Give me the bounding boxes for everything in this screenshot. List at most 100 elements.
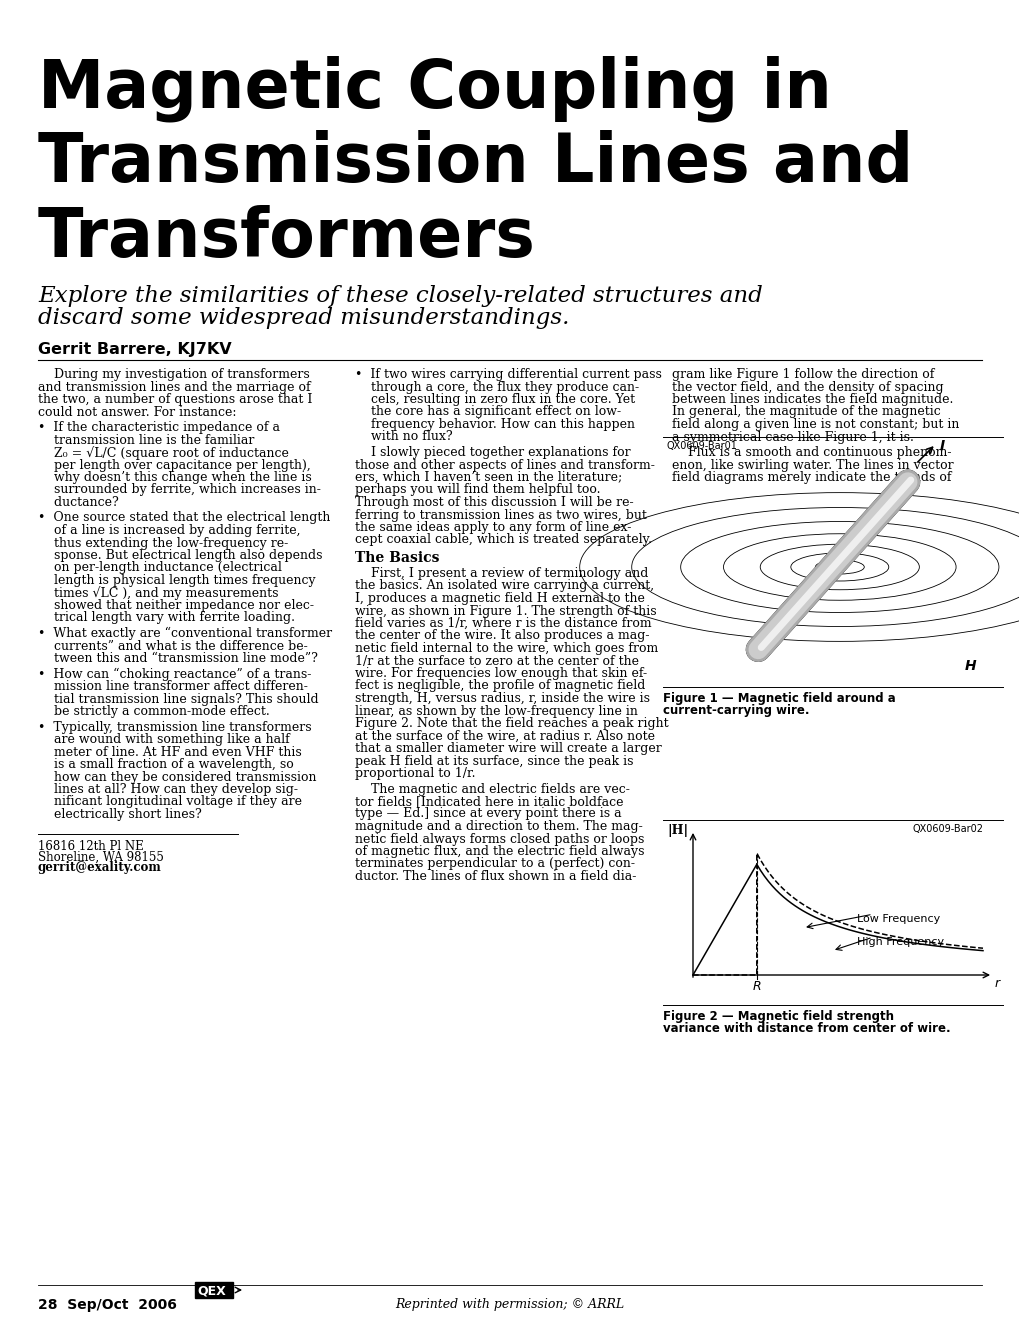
Text: sponse. But electrical length also depends: sponse. But electrical length also depen…	[38, 549, 322, 562]
Text: discard some widespread misunderstandings.: discard some widespread misunderstanding…	[38, 307, 569, 329]
Text: terminates perpendicular to a (perfect) con-: terminates perpendicular to a (perfect) …	[355, 857, 635, 870]
Text: wire, as shown in Figure 1. The strength of this: wire, as shown in Figure 1. The strength…	[355, 604, 656, 617]
Text: field diagrams merely indicate the trends of: field diagrams merely indicate the trend…	[672, 471, 951, 483]
Text: Low Frequency: Low Frequency	[857, 915, 940, 924]
Text: frequency behavior. How can this happen: frequency behavior. How can this happen	[355, 418, 635, 431]
Text: field along a given line is not constant; but in: field along a given line is not constant…	[672, 418, 959, 431]
Text: at the surface of the wire, at radius r. Also note: at the surface of the wire, at radius r.…	[355, 730, 654, 743]
Text: ductor. The lines of flux shown in a field dia-: ductor. The lines of flux shown in a fie…	[355, 870, 636, 882]
Text: QEX: QEX	[197, 1285, 225, 1297]
Text: times √LC ), and my measurements: times √LC ), and my measurements	[38, 586, 278, 600]
Text: meter of line. At HF and even VHF this: meter of line. At HF and even VHF this	[38, 746, 302, 758]
Text: strength, H, versus radius, r, inside the wire is: strength, H, versus radius, r, inside th…	[355, 692, 649, 706]
Text: between lines indicates the field magnitude.: between lines indicates the field magnit…	[672, 394, 953, 406]
Text: r: r	[994, 977, 1000, 990]
Bar	[195, 1281, 232, 1297]
Text: nificant longitudinal voltage if they are: nificant longitudinal voltage if they ar…	[38, 795, 302, 809]
Text: through a core, the flux they produce can-: through a core, the flux they produce ca…	[355, 380, 639, 394]
Text: trical length vary with ferrite loading.: trical length vary with ferrite loading.	[38, 612, 294, 624]
Text: The Basics: The Basics	[355, 552, 439, 565]
Text: why doesn’t this change when the line is: why doesn’t this change when the line is	[38, 471, 312, 483]
Text: those and other aspects of lines and transform-: those and other aspects of lines and tra…	[355, 458, 654, 471]
Text: 1/r at the surface to zero at the center of the: 1/r at the surface to zero at the center…	[355, 655, 638, 668]
Text: Transmission Lines and: Transmission Lines and	[38, 130, 912, 195]
Text: Figure 2 — Magnetic field strength: Figure 2 — Magnetic field strength	[662, 1010, 893, 1023]
Text: 16816 12th Pl NE: 16816 12th Pl NE	[38, 840, 144, 853]
Text: gram like Figure 1 follow the direction of: gram like Figure 1 follow the direction …	[672, 368, 933, 382]
Text: the same ideas apply to any form of line ex-: the same ideas apply to any form of line…	[355, 521, 631, 534]
Text: netic field always forms closed paths or loops: netic field always forms closed paths or…	[355, 833, 644, 845]
Text: fect is negligible, the profile of magnetic field: fect is negligible, the profile of magne…	[355, 679, 645, 692]
Text: how can they be considered transmission: how can they be considered transmission	[38, 770, 316, 783]
Text: •  What exactly are “conventional transformer: • What exactly are “conventional transfo…	[38, 627, 332, 640]
Text: the two, a number of questions arose that I: the two, a number of questions arose tha…	[38, 394, 312, 406]
Text: ferring to transmission lines as two wires, but: ferring to transmission lines as two wir…	[355, 509, 646, 521]
Text: H: H	[964, 659, 975, 674]
Text: on per-length inductance (electrical: on per-length inductance (electrical	[38, 561, 281, 574]
Text: enon, like swirling water. The lines in vector: enon, like swirling water. The lines in …	[672, 458, 953, 471]
Text: gerrit@exality.com: gerrit@exality.com	[38, 861, 162, 874]
Text: The magnetic and electric fields are vec-: The magnetic and electric fields are vec…	[355, 782, 630, 795]
Text: Figure 1 — Magnetic field around a: Figure 1 — Magnetic field around a	[662, 692, 895, 706]
Text: variance with distance from center of wire.: variance with distance from center of wi…	[662, 1022, 950, 1035]
Text: I: I	[938, 439, 944, 453]
Text: the basics. An isolated wire carrying a current,: the basics. An isolated wire carrying a …	[355, 580, 653, 592]
Text: Figure 2. Note that the field reaches a peak right: Figure 2. Note that the field reaches a …	[355, 716, 668, 730]
Text: tor fields [Indicated here in italic boldface: tor fields [Indicated here in italic bol…	[355, 795, 623, 807]
Text: showed that neither impedance nor elec-: showed that neither impedance nor elec-	[38, 599, 314, 612]
Text: be strictly a common-mode effect.: be strictly a common-mode effect.	[38, 706, 269, 718]
Text: magnitude and a direction to them. The mag-: magnitude and a direction to them. The m…	[355, 819, 642, 833]
Text: netic field internal to the wire, which goes from: netic field internal to the wire, which …	[355, 641, 657, 655]
Text: and transmission lines and the marriage of: and transmission lines and the marriage …	[38, 380, 311, 394]
Text: Magnetic Coupling in: Magnetic Coupling in	[38, 55, 832, 122]
Text: perhaps you will find them helpful too.: perhaps you will find them helpful too.	[355, 483, 600, 497]
Text: type — Ed.] since at every point there is a: type — Ed.] since at every point there i…	[355, 807, 621, 821]
Text: electrically short lines?: electrically short lines?	[38, 807, 202, 821]
Text: Reprinted with permission; © ARRL: Reprinted with permission; © ARRL	[395, 1297, 624, 1311]
Text: tween this and “transmission line mode”?: tween this and “transmission line mode”?	[38, 652, 318, 665]
Text: the core has a significant effect on low-: the core has a significant effect on low…	[355, 406, 621, 419]
Text: ers, which I haven’t seen in the literature;: ers, which I haven’t seen in the literat…	[355, 471, 622, 483]
Text: tial transmission line signals? This should: tial transmission line signals? This sho…	[38, 692, 318, 706]
Text: I, produces a magnetic field H external to the: I, produces a magnetic field H external …	[355, 592, 644, 605]
Text: per length over capacitance per length),: per length over capacitance per length),	[38, 458, 311, 471]
Text: could not answer. For instance:: could not answer. For instance:	[38, 406, 236, 419]
Text: is a small fraction of a wavelength, so: is a small fraction of a wavelength, so	[38, 758, 293, 771]
Text: Explore the similarities of these closely-related structures and: Explore the similarities of these closel…	[38, 285, 762, 307]
Text: a symmetrical case like Figure 1, it is.: a symmetrical case like Figure 1, it is.	[672, 431, 913, 443]
Text: are wound with something like a half: are wound with something like a half	[38, 732, 289, 746]
Text: thus extending the low-frequency re-: thus extending the low-frequency re-	[38, 537, 288, 549]
Text: Gerrit Barrere, KJ7KV: Gerrit Barrere, KJ7KV	[38, 341, 231, 358]
Text: lines at all? How can they develop sig-: lines at all? How can they develop sig-	[38, 783, 298, 795]
Text: During my investigation of transformers: During my investigation of transformers	[38, 368, 310, 382]
Text: of a line is increased by adding ferrite,: of a line is increased by adding ferrite…	[38, 524, 301, 537]
Text: QX0609-Bar02: QX0609-Bar02	[912, 823, 983, 834]
Text: •  If two wires carrying differential current pass: • If two wires carrying differential cur…	[355, 368, 661, 382]
Text: peak H field at its surface, since the peak is: peak H field at its surface, since the p…	[355, 754, 633, 767]
Text: •  One source stated that the electrical length: • One source stated that the electrical …	[38, 511, 330, 525]
Text: ductance?: ductance?	[38, 495, 118, 509]
Text: Through most of this discussion I will be re-: Through most of this discussion I will b…	[355, 495, 633, 509]
Text: cept coaxial cable, which is treated separately.: cept coaxial cable, which is treated sep…	[355, 533, 651, 546]
Text: cels, resulting in zero flux in the core. Yet: cels, resulting in zero flux in the core…	[355, 394, 635, 406]
Text: current-carrying wire.: current-carrying wire.	[662, 704, 809, 716]
Text: that a smaller diameter wire will create a larger: that a smaller diameter wire will create…	[355, 742, 661, 755]
Text: field varies as 1/r, where r is the distance from: field varies as 1/r, where r is the dist…	[355, 617, 651, 631]
Text: transmission line is the familiar: transmission line is the familiar	[38, 434, 254, 446]
Text: I slowly pieced together explanations for: I slowly pieced together explanations fo…	[355, 446, 630, 459]
Text: wire. For frequencies low enough that skin ef-: wire. For frequencies low enough that sk…	[355, 667, 646, 680]
Text: mission line transformer affect differen-: mission line transformer affect differen…	[38, 680, 308, 694]
Text: linear, as shown by the low-frequency line in: linear, as shown by the low-frequency li…	[355, 704, 637, 718]
Text: currents” and what is the difference be-: currents” and what is the difference be-	[38, 640, 308, 652]
Text: •  If the characteristic impedance of a: • If the characteristic impedance of a	[38, 420, 280, 434]
Text: length is physical length times frequency: length is physical length times frequenc…	[38, 574, 315, 586]
Text: the vector field, and the density of spacing: the vector field, and the density of spa…	[672, 380, 943, 394]
Text: Transformers: Transformers	[38, 205, 535, 270]
Text: Z₀ = √L/C (square root of inductance: Z₀ = √L/C (square root of inductance	[38, 446, 288, 459]
Text: with no flux?: with no flux?	[355, 431, 452, 443]
Text: the center of the wire. It also produces a mag-: the center of the wire. It also produces…	[355, 629, 649, 643]
Text: 28  Sep/Oct  2006: 28 Sep/Oct 2006	[38, 1297, 176, 1312]
Text: First, I present a review of terminology and: First, I present a review of terminology…	[355, 566, 648, 580]
Text: •  How can “choking reactance” of a trans-: • How can “choking reactance” of a trans…	[38, 668, 311, 680]
Text: surrounded by ferrite, which increases in-: surrounded by ferrite, which increases i…	[38, 483, 321, 497]
